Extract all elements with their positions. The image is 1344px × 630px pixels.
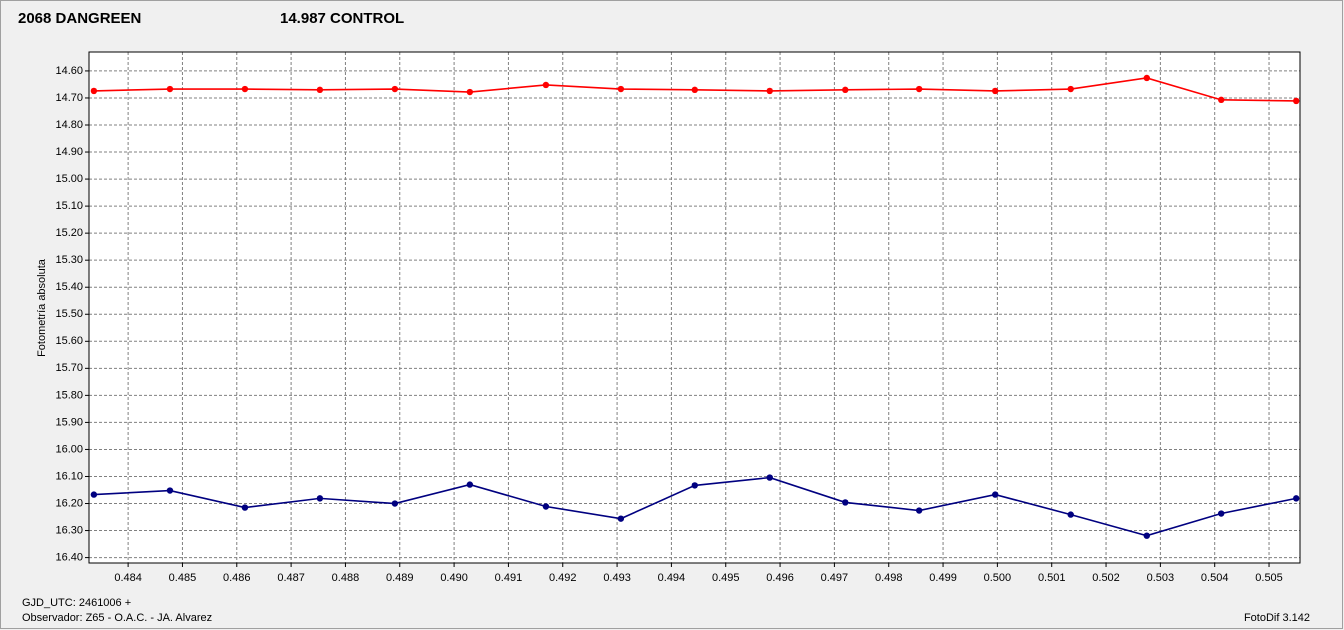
x-tick-label: 0.492 xyxy=(549,572,577,584)
data-point xyxy=(915,85,923,93)
y-tick-label: 15.90 xyxy=(55,416,83,428)
x-tick-label: 0.491 xyxy=(495,572,523,584)
y-tick-label: 15.40 xyxy=(55,281,83,293)
data-point xyxy=(466,481,474,488)
y-tick-label: 14.80 xyxy=(55,119,83,131)
x-tick-label: 0.497 xyxy=(821,572,849,584)
data-point xyxy=(166,487,174,494)
y-tick-label: 15.70 xyxy=(55,362,83,374)
data-point xyxy=(842,86,849,94)
y-tick-label: 15.30 xyxy=(55,254,83,266)
y-tick-label: 16.20 xyxy=(55,497,83,509)
data-point xyxy=(466,88,474,96)
x-tick-label: 0.499 xyxy=(929,572,957,584)
x-tick-label: 0.498 xyxy=(875,572,903,584)
data-point xyxy=(915,507,923,514)
x-tick-label: 0.485 xyxy=(169,572,197,584)
data-point xyxy=(1292,495,1300,502)
data-point xyxy=(617,85,625,93)
data-point xyxy=(1067,511,1074,518)
x-tick-label: 0.488 xyxy=(332,572,360,584)
y-tick-label: 14.60 xyxy=(55,65,83,77)
y-tick-label: 16.10 xyxy=(55,470,83,482)
data-point xyxy=(766,87,773,95)
y-tick-label: 16.30 xyxy=(55,524,83,536)
plot-border xyxy=(88,51,1301,564)
data-point xyxy=(391,500,399,507)
footer-version: FotoDif 3.142 xyxy=(1244,612,1310,624)
y-tick-label: 14.90 xyxy=(55,146,83,158)
legend-entry: 2068 DANGREEN xyxy=(18,10,141,27)
data-point xyxy=(1292,97,1300,105)
x-tick-label: 0.502 xyxy=(1092,572,1120,584)
y-axis-label: Fotometría absoluta xyxy=(36,258,48,357)
footer-gjd: GJD_UTC: 2461006 + xyxy=(22,597,131,609)
data-point xyxy=(316,86,324,94)
y-tick-label: 15.80 xyxy=(55,389,83,401)
data-point xyxy=(542,81,550,89)
x-tick-label: 0.493 xyxy=(603,572,631,584)
x-tick-label: 0.494 xyxy=(658,572,686,584)
data-point xyxy=(241,85,249,93)
data-point xyxy=(1067,85,1074,93)
x-tick-label: 0.487 xyxy=(277,572,305,584)
data-point xyxy=(691,482,698,489)
x-tick-label: 0.496 xyxy=(766,572,794,584)
legend-entry: 14.987 CONTROL xyxy=(280,10,404,27)
data-point xyxy=(1218,96,1225,104)
x-tick-label: 0.490 xyxy=(440,572,468,584)
x-tick-label: 0.489 xyxy=(386,572,414,584)
x-tick-label: 0.505 xyxy=(1255,572,1283,584)
footer-observer: Observador: Z65 - O.A.C. - JA. Alvarez xyxy=(22,612,212,624)
y-tick-label: 15.00 xyxy=(55,173,83,185)
data-point xyxy=(766,474,773,481)
data-point xyxy=(90,491,98,498)
x-tick-label: 0.501 xyxy=(1038,572,1066,584)
x-tick-label: 0.484 xyxy=(114,572,142,584)
data-point xyxy=(1218,510,1225,517)
y-tick-label: 15.50 xyxy=(55,308,83,320)
data-point xyxy=(1143,74,1150,82)
data-point xyxy=(90,87,98,95)
data-point xyxy=(542,503,550,510)
x-tick-label: 0.503 xyxy=(1147,572,1175,584)
y-tick-label: 15.20 xyxy=(55,227,83,239)
y-tick-label: 16.40 xyxy=(55,551,83,563)
x-tick-label: 0.500 xyxy=(984,572,1012,584)
y-tick-label: 15.10 xyxy=(55,200,83,212)
data-point xyxy=(316,495,324,502)
data-point xyxy=(691,86,698,94)
y-tick-label: 16.00 xyxy=(55,443,83,455)
data-point xyxy=(992,87,999,95)
x-tick-label: 0.504 xyxy=(1201,572,1229,584)
x-tick-label: 0.486 xyxy=(223,572,251,584)
data-point xyxy=(391,85,399,93)
data-point xyxy=(166,85,174,93)
data-point xyxy=(241,504,249,511)
y-tick-label: 15.60 xyxy=(55,335,83,347)
data-point xyxy=(617,515,625,522)
data-point xyxy=(1143,532,1150,539)
y-tick-label: 14.70 xyxy=(55,92,83,104)
x-tick-label: 0.495 xyxy=(712,572,740,584)
data-point xyxy=(992,491,999,498)
data-point xyxy=(842,499,849,506)
